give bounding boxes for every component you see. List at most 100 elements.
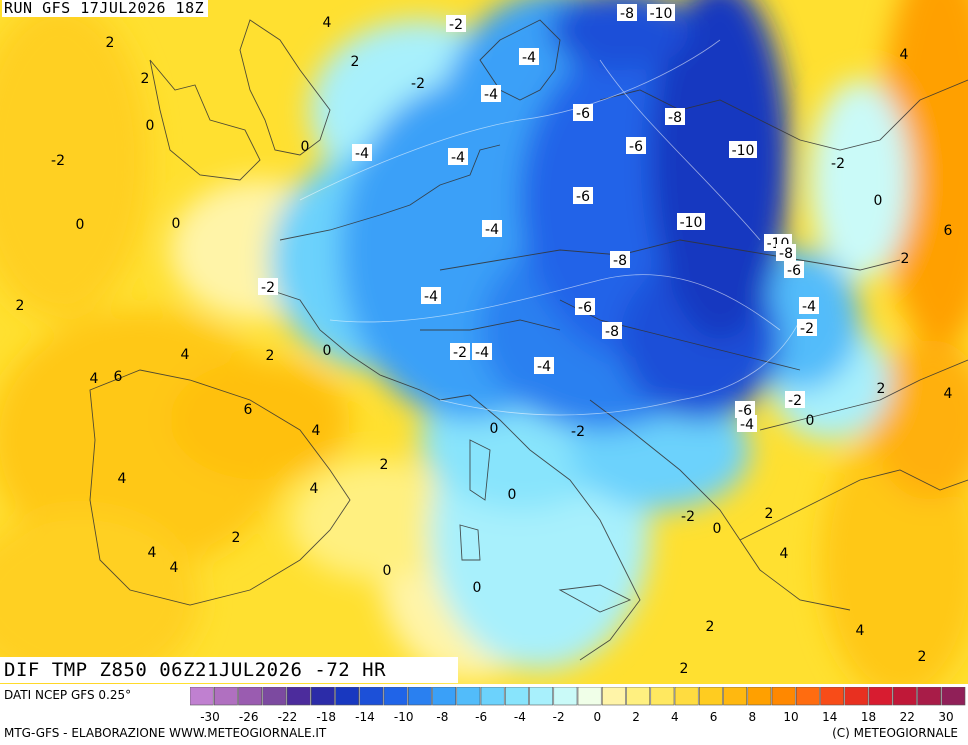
- map-value-label: 4: [780, 546, 789, 562]
- svg-text:4: 4: [312, 423, 321, 439]
- svg-text:-6: -6: [629, 139, 643, 155]
- svg-text:-2: -2: [681, 509, 695, 525]
- svg-text:-6: -6: [576, 106, 590, 122]
- svg-text:-10: -10: [680, 215, 703, 231]
- svg-text:0: 0: [323, 343, 332, 359]
- map-value-label: 4: [310, 481, 319, 497]
- svg-text:4: 4: [118, 471, 127, 487]
- color-scale-tick-label: -2: [553, 710, 565, 724]
- map-value-label: 2: [351, 54, 360, 70]
- map-value-label: -2: [571, 424, 585, 440]
- svg-text:-2: -2: [831, 156, 845, 172]
- color-scale-tick-label: -22: [278, 710, 298, 724]
- color-scale-swatch: [626, 687, 651, 706]
- map-value-label: -2: [797, 319, 817, 337]
- map-value-label: 2: [680, 661, 689, 677]
- map-value-label: -10: [729, 141, 757, 159]
- svg-text:-8: -8: [613, 253, 627, 269]
- svg-text:2: 2: [918, 649, 927, 665]
- svg-text:-4: -4: [485, 222, 499, 238]
- map-value-label: -4: [421, 287, 441, 305]
- map-value-label: -8: [617, 4, 637, 22]
- svg-text:2: 2: [16, 298, 25, 314]
- map-value-label: 2: [877, 381, 886, 397]
- map-value-label: -4: [448, 148, 468, 166]
- map-value-label: 2: [901, 251, 910, 267]
- map-value-label: 2: [266, 348, 275, 364]
- svg-text:4: 4: [90, 371, 99, 387]
- svg-text:6: 6: [114, 369, 123, 385]
- svg-text:4: 4: [181, 347, 190, 363]
- svg-text:4: 4: [323, 15, 332, 31]
- svg-text:2: 2: [232, 530, 241, 546]
- color-scale-swatch: [941, 687, 966, 706]
- svg-text:0: 0: [383, 563, 392, 579]
- color-scale-tick-label: 8: [748, 710, 756, 724]
- data-source-label: DATI NCEP GFS 0.25°: [4, 688, 132, 702]
- svg-text:-2: -2: [800, 321, 814, 337]
- svg-text:0: 0: [713, 521, 722, 537]
- map-value-label: -4: [352, 144, 372, 162]
- color-scale-tick-label: -10: [394, 710, 414, 724]
- color-scale-swatch: [844, 687, 869, 706]
- map-value-label: 2: [232, 530, 241, 546]
- color-scale-swatch: [383, 687, 408, 706]
- color-scale-swatch: [868, 687, 893, 706]
- color-scale-swatch: [601, 687, 626, 706]
- map-value-label: 4: [900, 47, 909, 63]
- color-scale-tick-label: 22: [900, 710, 915, 724]
- map-value-label: -8: [776, 244, 796, 262]
- map-value-label: 0: [323, 343, 332, 359]
- svg-text:0: 0: [806, 413, 815, 429]
- svg-text:-4: -4: [802, 299, 816, 315]
- color-scale-swatch: [432, 687, 457, 706]
- color-scale-swatch: [650, 687, 675, 706]
- svg-text:-6: -6: [787, 263, 801, 279]
- color-scale-swatch: [917, 687, 942, 706]
- color-scale-swatch: [553, 687, 578, 706]
- svg-text:-4: -4: [424, 289, 438, 305]
- svg-text:4: 4: [900, 47, 909, 63]
- map-value-label: 4: [944, 386, 953, 402]
- svg-text:4: 4: [944, 386, 953, 402]
- svg-text:-2: -2: [571, 424, 585, 440]
- color-scale-tick-label: 2: [632, 710, 640, 724]
- map-value-label: 2: [16, 298, 25, 314]
- svg-text:-4: -4: [475, 345, 489, 361]
- map-value-label: 4: [312, 423, 321, 439]
- svg-text:2: 2: [877, 381, 886, 397]
- color-scale-tick-label: 14: [822, 710, 837, 724]
- map-title: DIF TMP Z850 06Z21JUL2026 -72 HR: [0, 657, 458, 683]
- svg-text:4: 4: [310, 481, 319, 497]
- map-value-label: 0: [301, 139, 310, 155]
- map-value-label: -4: [482, 220, 502, 238]
- map-value-label: 0: [713, 521, 722, 537]
- map-value-label: 4: [148, 545, 157, 561]
- color-scale-tick-label: -4: [514, 710, 526, 724]
- svg-text:4: 4: [856, 623, 865, 639]
- map-value-label: 0: [490, 421, 499, 437]
- svg-text:2: 2: [106, 35, 115, 51]
- svg-text:2: 2: [680, 661, 689, 677]
- svg-text:-10: -10: [732, 143, 755, 159]
- map-value-label: 0: [383, 563, 392, 579]
- svg-text:0: 0: [874, 193, 883, 209]
- svg-text:6: 6: [944, 223, 953, 239]
- map-value-label: -4: [481, 85, 501, 103]
- map-value-label: 4: [856, 623, 865, 639]
- map-value-label: -6: [573, 104, 593, 122]
- map-value-label: 0: [806, 413, 815, 429]
- color-scale-tick-label: -18: [316, 710, 336, 724]
- map-value-label: 0: [508, 487, 517, 503]
- color-scale-swatch: [213, 687, 238, 706]
- svg-text:-4: -4: [355, 146, 369, 162]
- color-scale-swatch: [892, 687, 917, 706]
- svg-text:-4: -4: [537, 359, 551, 375]
- color-scale-swatch: [771, 687, 796, 706]
- svg-text:0: 0: [508, 487, 517, 503]
- color-scale-tick-label: 30: [938, 710, 953, 724]
- color-scale-swatch: [238, 687, 263, 706]
- color-scale-swatch: [480, 687, 505, 706]
- svg-text:0: 0: [490, 421, 499, 437]
